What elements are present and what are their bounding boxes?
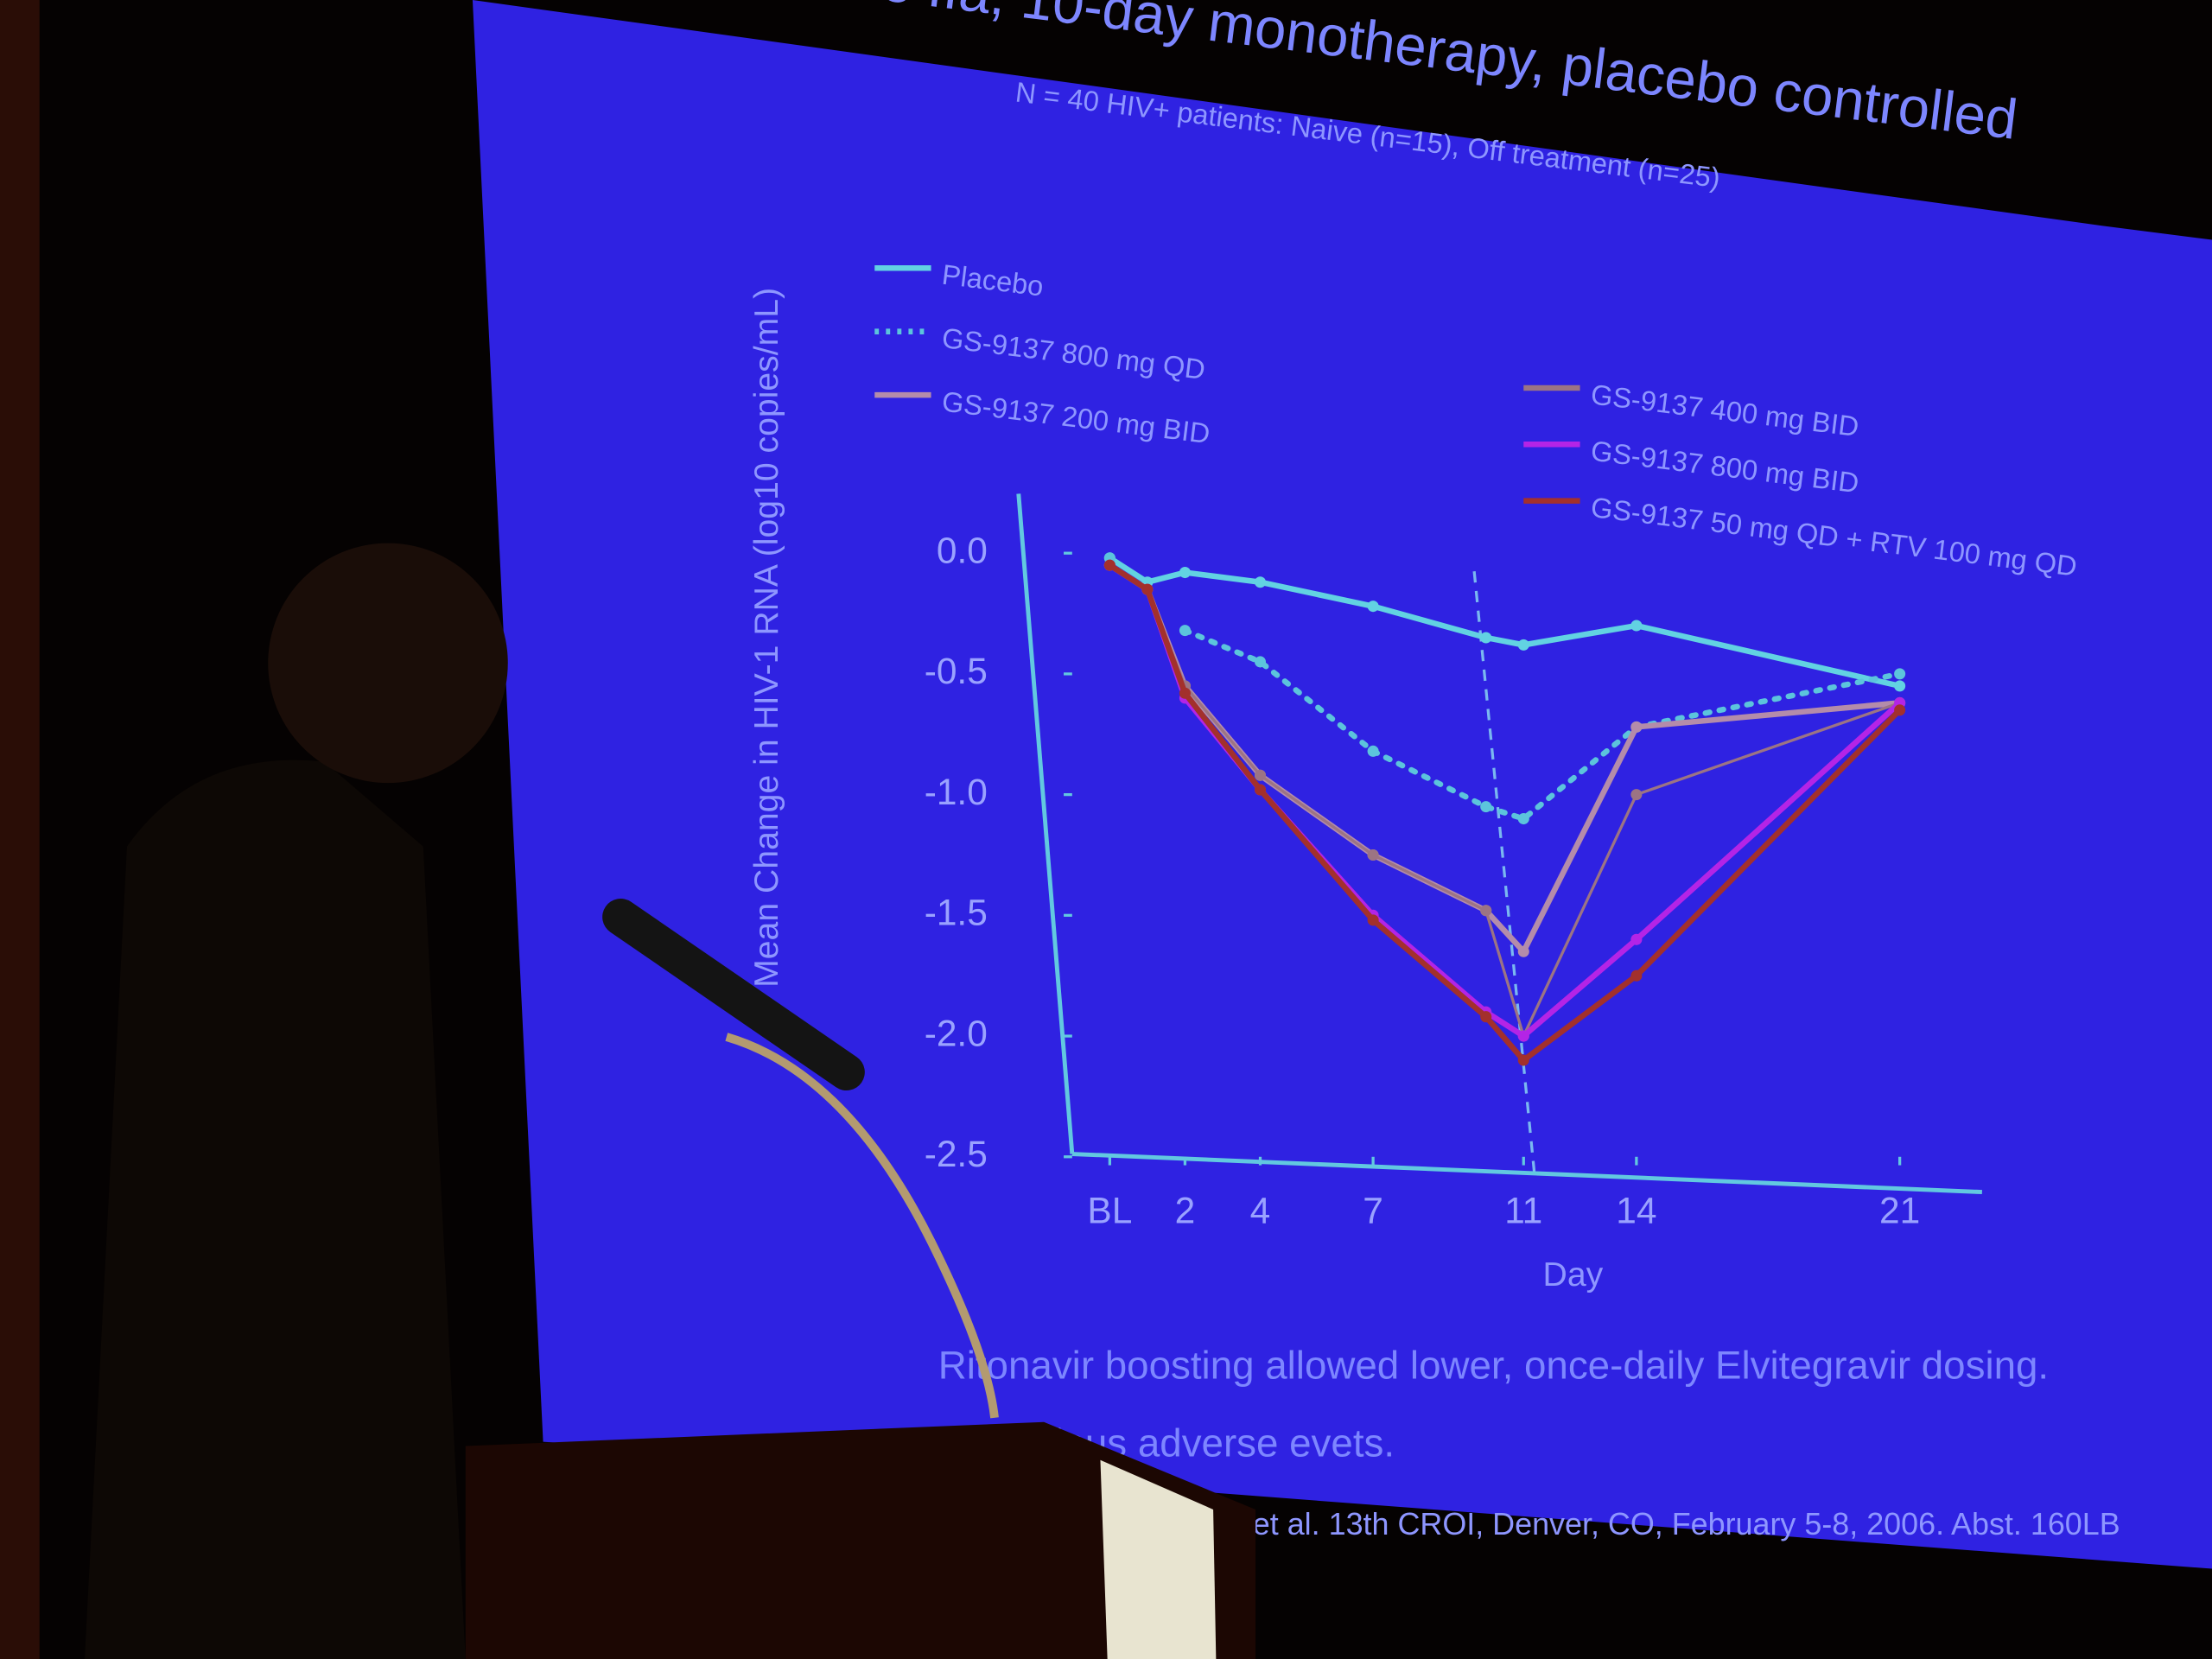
data-point xyxy=(1179,687,1191,699)
y-tick-label: -1.0 xyxy=(925,772,988,812)
mic-stand xyxy=(725,1033,999,1419)
data-point xyxy=(1517,945,1529,957)
projection-screen xyxy=(472,0,2212,1569)
speaker-head xyxy=(268,543,508,784)
data-point xyxy=(1480,1011,1492,1023)
x-tick-label: 2 xyxy=(1175,1190,1196,1230)
data-point xyxy=(1103,559,1116,571)
x-tick-label: 21 xyxy=(1879,1190,1920,1230)
podium xyxy=(465,1421,1256,1659)
x-axis-label: Day xyxy=(1543,1256,1604,1294)
data-point xyxy=(1367,849,1379,861)
data-point xyxy=(1179,567,1191,579)
x-tick-label: 14 xyxy=(1616,1190,1656,1230)
wall-edge xyxy=(0,0,40,1659)
data-point xyxy=(1517,639,1529,651)
x-tick-label: 7 xyxy=(1363,1190,1383,1230)
day-marker xyxy=(1472,571,1536,1179)
data-point xyxy=(1630,620,1643,632)
microphone xyxy=(602,899,865,1091)
data-point xyxy=(1367,601,1379,613)
y-tick-label: -2.5 xyxy=(925,1134,988,1174)
x-tick-label: 4 xyxy=(1250,1190,1271,1230)
data-point xyxy=(1254,576,1267,588)
data-point xyxy=(1254,769,1267,781)
data-point xyxy=(1630,969,1643,982)
data-point xyxy=(1630,789,1643,801)
data-point xyxy=(1517,1030,1529,1042)
y-axis-label: Mean Change in HIV-1 RNA (log10 copies/m… xyxy=(748,288,785,988)
data-point xyxy=(1894,680,1906,692)
data-point xyxy=(1480,632,1492,644)
speaker xyxy=(84,760,466,1659)
x-tick-label: 11 xyxy=(1504,1190,1542,1230)
data-point xyxy=(1480,801,1492,813)
bullet: Ritonavir boosting allowed lower, once-d… xyxy=(938,1344,2049,1388)
y-tick-label: -0.5 xyxy=(925,651,988,691)
podium-sign xyxy=(1100,1459,1217,1659)
y-tick-label: -1.5 xyxy=(925,893,988,933)
citation: et al. 13th CROI, Denver, CO, February 5… xyxy=(1253,1506,2120,1541)
y-tick-label: 0.0 xyxy=(937,530,988,570)
data-point xyxy=(1630,721,1643,733)
data-point xyxy=(1367,745,1379,757)
y-tick-label: -2.0 xyxy=(925,1013,988,1053)
x-axis-line xyxy=(1071,1152,1982,1195)
y-axis-line xyxy=(1016,493,1075,1154)
data-point xyxy=(1179,625,1191,637)
data-point xyxy=(1367,914,1379,926)
data-point xyxy=(1630,933,1643,945)
data-point xyxy=(1517,813,1529,825)
data-point xyxy=(1254,656,1267,668)
data-point xyxy=(1894,704,1906,716)
data-point xyxy=(1141,583,1154,595)
x-tick-label: BL xyxy=(1087,1190,1132,1230)
data-point xyxy=(1480,905,1492,917)
data-point xyxy=(1517,1054,1529,1066)
data-point xyxy=(1894,668,1906,680)
data-point xyxy=(1254,784,1267,796)
